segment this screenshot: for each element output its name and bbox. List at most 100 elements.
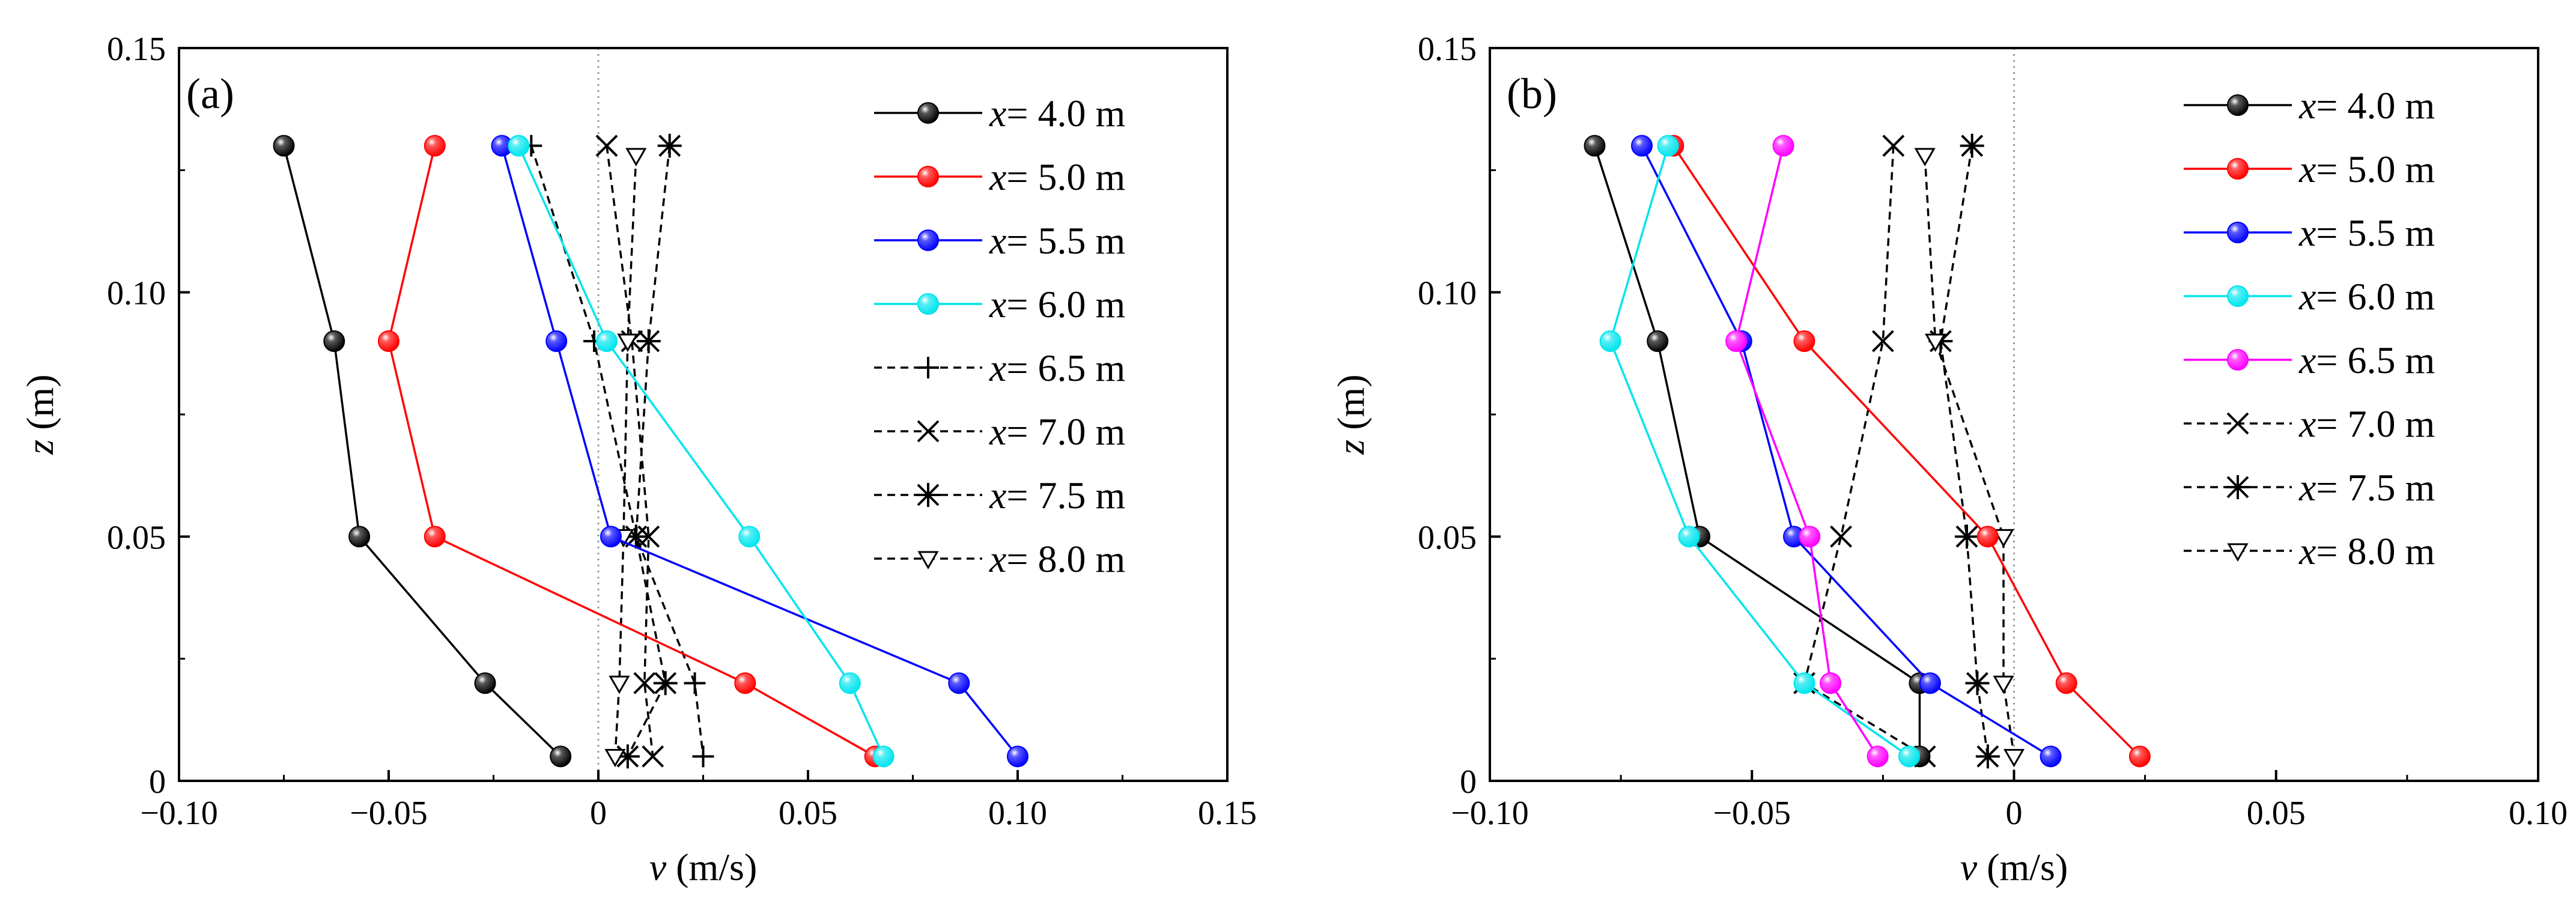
- x-tick-label: −0.05: [1713, 795, 1791, 832]
- legend-label: x= 4.0 m: [2298, 84, 2435, 127]
- data-point: [1871, 330, 1894, 353]
- data-point: [872, 745, 895, 768]
- legend-marker: [917, 166, 939, 187]
- y-tick-label: 0.15: [107, 31, 166, 68]
- series-line: [614, 155, 637, 757]
- series-line: [282, 145, 562, 757]
- legend-item: x= 5.0 m: [874, 156, 1125, 198]
- data-point: [657, 133, 682, 158]
- legend-label: x= 7.0 m: [989, 410, 1125, 453]
- legend-label: x= 6.0 m: [2298, 275, 2435, 318]
- legend-marker: [916, 483, 940, 507]
- data-point: [1647, 330, 1669, 352]
- data-point: [550, 745, 572, 768]
- data-point: [595, 330, 618, 352]
- series-2: [1662, 135, 2151, 768]
- y-tick-label: 0.05: [107, 519, 166, 556]
- data-point: [604, 748, 626, 768]
- data-point: [474, 672, 496, 694]
- x-tick-label: −0.10: [140, 795, 218, 832]
- data-point: [1965, 671, 1990, 696]
- data-point: [1584, 135, 1606, 157]
- x-tick-label: −0.05: [350, 795, 428, 832]
- legend-item: x= 4.0 m: [2184, 84, 2435, 127]
- series-6: [1793, 135, 1936, 768]
- data-point: [1820, 672, 1842, 694]
- data-point: [1657, 135, 1679, 157]
- panel-a: −0.10 −0.05 0 0.05 0.10 0.15 0 0.05 0.10 0.15 v (m…: [19, 31, 1257, 888]
- panel-b: −0.10 −0.05 0 0.05 0.10 0 0.05 0.10 0.15 v (m/s) z…: [1329, 31, 2568, 888]
- data-point: [348, 526, 371, 548]
- data-point: [1993, 529, 2014, 548]
- series-3: [491, 135, 1028, 768]
- x-tick-label: 0.10: [2509, 795, 2568, 832]
- data-point: [1799, 526, 1821, 548]
- data-point: [1772, 135, 1794, 157]
- legend-label: x= 8.0 m: [989, 538, 1125, 580]
- series-3: [1631, 135, 2062, 768]
- legend-marker: [917, 293, 939, 315]
- data-point: [642, 745, 664, 768]
- legend-item: x= 4.0 m: [874, 92, 1125, 135]
- legend-item: x= 5.0 m: [2184, 148, 2435, 190]
- y-tick-label: 0.10: [107, 275, 166, 312]
- y-axis-title: z (m): [1329, 374, 1372, 455]
- data-point: [734, 672, 756, 694]
- legend-label: x= 4.0 m: [989, 92, 1125, 135]
- legend-label: x= 7.5 m: [2298, 466, 2435, 509]
- data-point: [1976, 526, 1999, 548]
- x-tick-label: 0.05: [2247, 795, 2306, 832]
- data-point: [1993, 675, 2014, 694]
- data-point: [2128, 745, 2151, 768]
- legend-marker: [2226, 475, 2250, 499]
- x-tick-label: 0.15: [1198, 795, 1257, 832]
- data-point: [633, 672, 656, 694]
- y-tick-label: 0: [149, 763, 166, 801]
- data-point: [684, 672, 706, 694]
- x-axis-title: v (m/s): [649, 846, 758, 888]
- legend-item: x= 5.5 m: [2184, 211, 2435, 254]
- data-point: [1678, 526, 1700, 548]
- series-line: [606, 145, 654, 757]
- data-point: [692, 745, 714, 768]
- data-point: [323, 330, 345, 352]
- data-point: [1007, 745, 1028, 768]
- legend-marker: [2227, 158, 2249, 180]
- series-line: [517, 145, 885, 757]
- data-point: [1793, 672, 1815, 694]
- data-point: [1631, 135, 1653, 157]
- legend-item: x= 6.0 m: [874, 283, 1125, 326]
- legend-marker: [917, 357, 939, 378]
- legend-marker: [917, 229, 939, 251]
- y-tick-label: 0.10: [1418, 275, 1477, 312]
- legend-item: x= 7.0 m: [874, 410, 1125, 453]
- data-point: [1925, 333, 1946, 353]
- series-line: [627, 145, 671, 757]
- legend-marker: [2227, 285, 2249, 307]
- x-tick-label: 0: [590, 795, 607, 832]
- data-point: [273, 135, 295, 157]
- legend: x= 4.0 m x= 5.0 m x= 5.5 m x= 6.0 m x= 6.5 m…: [874, 92, 1125, 580]
- data-point: [625, 148, 647, 166]
- y-tick-label: 0.05: [1418, 519, 1477, 556]
- legend-item: x= 6.0 m: [2184, 275, 2435, 318]
- data-point: [1914, 148, 1936, 166]
- data-point: [508, 135, 530, 157]
- legend-label: x= 5.0 m: [989, 156, 1125, 198]
- data-point: [2040, 745, 2062, 768]
- legend-label: x= 7.5 m: [989, 474, 1125, 517]
- legend-label: x= 6.5 m: [2298, 339, 2435, 381]
- data-point: [617, 333, 639, 353]
- legend: x= 4.0 m x= 5.0 m x= 5.5 m x= 6.0 m x= 6.5 m…: [2184, 84, 2435, 572]
- y-tick-label: 0.15: [1418, 31, 1477, 68]
- series-6: [595, 135, 664, 768]
- series-line: [1735, 145, 1879, 757]
- series-line: [1641, 145, 2052, 757]
- legend-label: x= 6.0 m: [989, 283, 1125, 326]
- series-1: [273, 135, 572, 768]
- data-point: [738, 526, 761, 548]
- series-line: [1593, 145, 1921, 757]
- data-point: [1960, 133, 1984, 158]
- data-point: [1954, 524, 1979, 549]
- series-8: [604, 148, 647, 768]
